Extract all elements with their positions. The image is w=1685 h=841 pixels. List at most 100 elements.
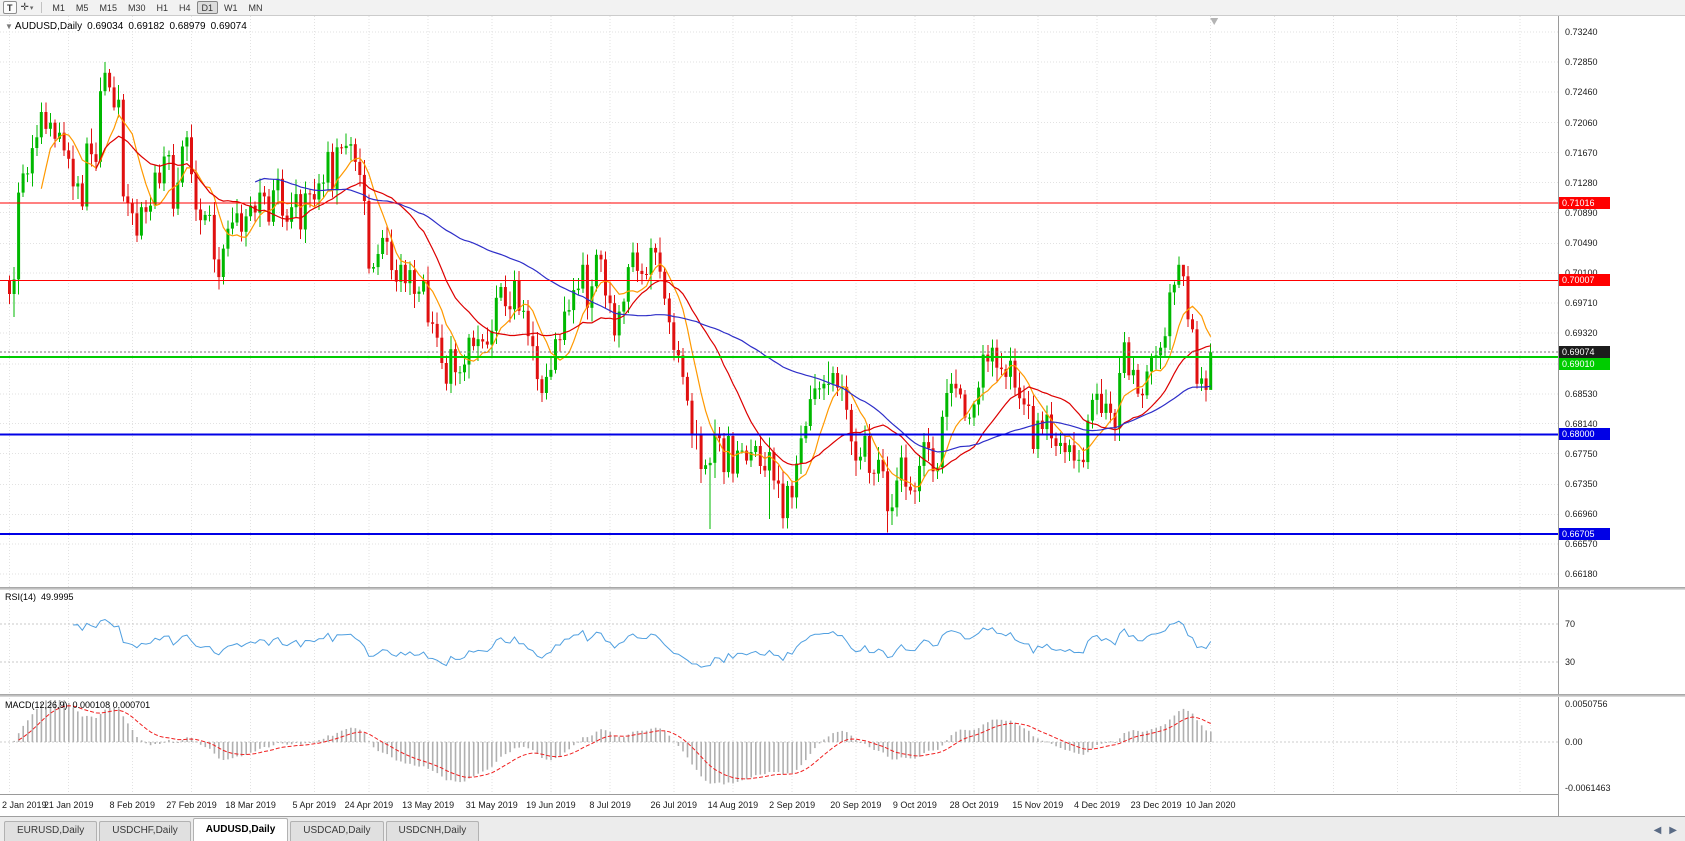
symbol-tab-usdcnh[interactable]: USDCNH,Daily: [385, 821, 480, 841]
tab-scroll-arrows: ◀ ▶: [1654, 825, 1677, 836]
chart-tab-bar: EURUSD,Daily USDCHF,Daily AUDUSD,Daily USDC…: [0, 816, 1685, 841]
horizontal-levels: [0, 202, 1558, 535]
rsi-scale-label: 30: [1565, 656, 1576, 667]
tab-scroll-right-button[interactable]: ▶: [1669, 825, 1677, 836]
collapse-icon[interactable]: ▼: [5, 22, 13, 31]
symbol-tab-usdcad[interactable]: USDCAD,Daily: [290, 821, 384, 841]
grid: [0, 16, 1558, 588]
date-axis-label: 23 Dec 2019: [1130, 800, 1182, 810]
timeframe-button-M5[interactable]: M5: [71, 1, 94, 14]
price-tag-level: 0.70007: [1559, 274, 1610, 287]
price-axis-label: 0.66180: [1565, 569, 1598, 580]
price-axis-label: 0.69710: [1565, 298, 1598, 309]
price-axis-label: 0.69320: [1565, 328, 1598, 339]
macd-indicator-canvas[interactable]: [0, 698, 1558, 794]
date-axis-label: 21 Jan 2019: [43, 800, 94, 810]
timeframe-button-M30[interactable]: M30: [123, 1, 151, 14]
close-value: 0.69074: [210, 21, 247, 32]
rsi-scale-label: 70: [1565, 619, 1576, 630]
panel-splitter-rsi[interactable]: [0, 587, 1685, 590]
date-axis-label: 8 Feb 2019: [109, 800, 156, 810]
template-button[interactable]: T: [3, 1, 17, 14]
macd-scale-label: -0.0061463: [1565, 783, 1611, 793]
macd-signal-line: [18, 705, 1211, 780]
price-axis-label: 0.66960: [1565, 509, 1598, 520]
panel-splitter-macd[interactable]: [0, 694, 1685, 697]
price-axis-label: 0.72060: [1565, 117, 1598, 128]
price-axis-label: 0.70890: [1565, 207, 1598, 218]
date-axis-label: 2 Sep 2019: [769, 800, 816, 810]
date-axis-label: 27 Feb 2019: [166, 800, 217, 810]
date-axis-label: 4 Dec 2019: [1073, 800, 1121, 810]
low-value: 0.68979: [169, 21, 206, 32]
main-chart-canvas[interactable]: [0, 16, 1558, 588]
date-axis-label: 19 Jun 2019: [526, 800, 576, 810]
timeframe-button-M1[interactable]: M1: [47, 1, 70, 14]
timeframe-button-MN[interactable]: MN: [244, 1, 268, 14]
symbol-tab-audusd[interactable]: AUDUSD,Daily: [192, 818, 289, 841]
price-axis-label: 0.72460: [1565, 87, 1598, 97]
macd-label: MACD(12,26,9) 0.000108 0.000701: [5, 700, 151, 710]
timeframe-button-H1[interactable]: H1: [151, 1, 173, 14]
date-axis-label: 13 May 2019: [402, 800, 455, 810]
price-axis-label: 0.66570: [1565, 539, 1598, 550]
date-axis-label: 10 Jan 2020: [1185, 800, 1236, 810]
price-axis-label: 0.73240: [1565, 27, 1598, 38]
macd-scale-label: 0.0050756: [1565, 699, 1608, 709]
timeframe-button-H4[interactable]: H4: [174, 1, 196, 14]
crosshair-cursor-button[interactable]: ✛ ▾: [18, 1, 37, 14]
chart-title: ▼ AUDUSD,Daily 0.69034 0.69182 0.68979 0.6907…: [5, 21, 252, 32]
open-value: 0.69034: [87, 21, 124, 32]
price-axis-label: 0.71670: [1565, 147, 1598, 158]
chart-shift-marker: [1210, 18, 1219, 25]
price-axis-label: 0.68140: [1565, 418, 1598, 429]
price-axis-label: 0.67350: [1565, 479, 1598, 490]
chevron-down-icon: ▾: [29, 4, 34, 12]
symbol-tab-usdchf[interactable]: USDCHF,Daily: [99, 821, 191, 841]
date-axis-label: 2 Jan 2019: [2, 800, 47, 810]
tab-scroll-left-button[interactable]: ◀: [1653, 825, 1662, 836]
date-axis-label: 15 Nov 2019: [1012, 800, 1064, 810]
price-axis-label: 0.68530: [1565, 388, 1598, 399]
price-tag-level: 0.69010: [1559, 358, 1610, 370]
toolbar-separator: [41, 2, 43, 13]
date-axis-label: 20 Sep 2019: [830, 800, 882, 810]
rsi-line: [73, 618, 1212, 668]
price-tag-level: 0.66705: [1559, 527, 1610, 540]
price-tag-level: 0.71016: [1559, 196, 1610, 209]
symbol-tab-eurusd[interactable]: EURUSD,Daily: [4, 821, 98, 841]
price-tag-level: 0.68000: [1559, 428, 1610, 441]
date-axis-label: 5 Apr 2019: [292, 800, 337, 810]
crosshair-icon: ✛: [20, 2, 29, 13]
date-axis-label: 24 Apr 2019: [344, 800, 394, 810]
candles: [8, 62, 1213, 533]
date-axis[interactable]: 2 Jan 2019 21 Jan 2019 8 Feb 2019 27 Feb 20…: [0, 794, 1558, 817]
high-value: 0.69182: [128, 21, 165, 32]
price-axis-label: 0.70490: [1565, 238, 1598, 249]
timeframe-button-D1[interactable]: D1: [196, 1, 219, 14]
macd-histogram: [13, 700, 1212, 785]
macd-scale-label: 0.00: [1565, 737, 1583, 747]
price-axis-label: 0.70100: [1565, 268, 1598, 279]
date-axis-label: 26 Jul 2019: [650, 800, 698, 810]
date-axis-label: 28 Oct 2019: [949, 800, 999, 810]
timeframe-buttons: M1 M5 M15 M30 H1 H4 D1 W1 MN: [47, 1, 267, 14]
price-axis-label: 0.67750: [1565, 448, 1598, 459]
moving-averages: [40, 113, 1212, 488]
date-axis-label: 31 May 2019: [465, 800, 518, 810]
date-axis-label: 8 Jul 2019: [589, 800, 631, 810]
timeframe-toolbar: T ✛ ▾ M1 M5 M15 M30 H1 H4 D1 W1 MN: [0, 0, 1685, 16]
date-axis-label: 14 Aug 2019: [707, 800, 759, 810]
timeframe-button-M15[interactable]: M15: [94, 1, 122, 14]
rsi-indicator-canvas[interactable]: [0, 590, 1558, 696]
price-axis-label: 0.72850: [1565, 57, 1598, 68]
date-axis-label: 9 Oct 2019: [892, 800, 937, 810]
price-tag-bid: 0.69074: [1559, 346, 1610, 358]
timeframe-button-W1[interactable]: W1: [219, 1, 243, 14]
symbol-period-label: AUDUSD,Daily: [14, 21, 83, 32]
price-axis[interactable]: 0.73240 0.72850 0.72460 0.72060 0.71670 0.712…: [1558, 16, 1685, 816]
date-axis-label: 18 Mar 2019: [225, 800, 276, 810]
price-axis-label: 0.71280: [1565, 177, 1598, 188]
rsi-label: RSI(14) 49.9995: [5, 592, 74, 602]
